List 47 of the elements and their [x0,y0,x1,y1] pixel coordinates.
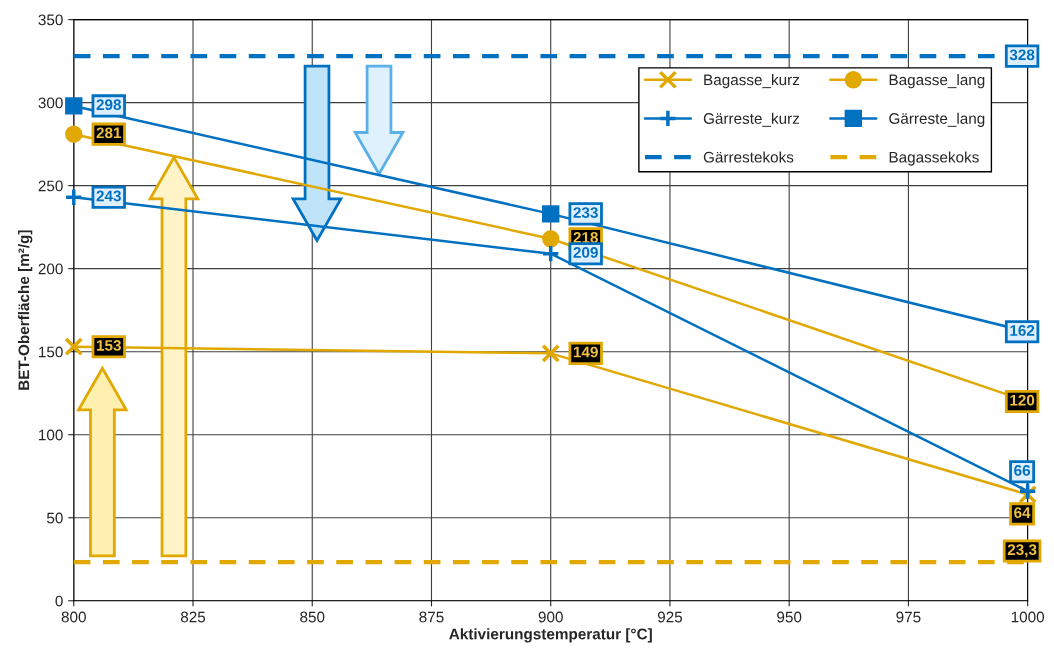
data-label: 66 [1014,465,1031,476]
x-tick-label: 1000 [1011,611,1045,623]
data-label: 209 [573,247,598,258]
y-tick-label: 300 [38,97,63,109]
legend-label: Gärreste_lang [889,112,985,127]
point [542,230,560,248]
y-tick-label: 100 [39,429,63,441]
point [542,205,560,223]
data-label: 328 [1009,49,1035,61]
point [64,187,84,207]
point [541,244,561,264]
x-tick-label: 875 [419,611,444,623]
y-tick-label: 350 [38,14,63,26]
legend-label: Bagasse_lang [889,74,985,89]
data-label: 23,3 [1007,544,1037,558]
point [64,337,84,357]
data-label: 162 [1010,325,1035,336]
x-tick-label: 975 [896,611,921,623]
legend-label: Gärrestekoks [703,151,794,163]
data-label: 218 [573,232,598,243]
point [541,343,561,363]
data-label: 149 [573,346,598,358]
y-tick-label: 0 [55,595,63,607]
point [65,97,83,115]
x-tick-label: 800 [61,611,86,623]
y-axis-title: BET-Oberfläche [m²/g] [18,230,33,390]
data-label: 120 [1010,394,1035,406]
y-tick-label: 200 [38,263,63,275]
x-tick-label: 850 [300,611,325,623]
x-tick-label: 950 [777,611,802,623]
legend-label: Bagasse_kurz [704,74,800,89]
x-tick-label: 925 [657,611,683,623]
x-axis-title: Aktivierungstemperatur [°C] [449,628,652,643]
y-tick-label: 50 [46,512,63,524]
x-tick-label: 825 [180,611,206,623]
legend-label: Bagassekoks [889,151,979,166]
y-tick-label: 250 [38,180,63,192]
legend-label: Gärreste_kurz [703,112,800,127]
y-tick-label: 150 [39,346,63,358]
data-label: 233 [573,207,598,218]
data-label: 64 [1014,507,1031,519]
x-tick-label: 900 [538,611,563,623]
data-label: 243 [96,190,121,202]
data-label: 153 [96,339,121,351]
data-label: 281 [96,127,122,139]
point [65,125,83,143]
data-label: 298 [96,99,122,111]
